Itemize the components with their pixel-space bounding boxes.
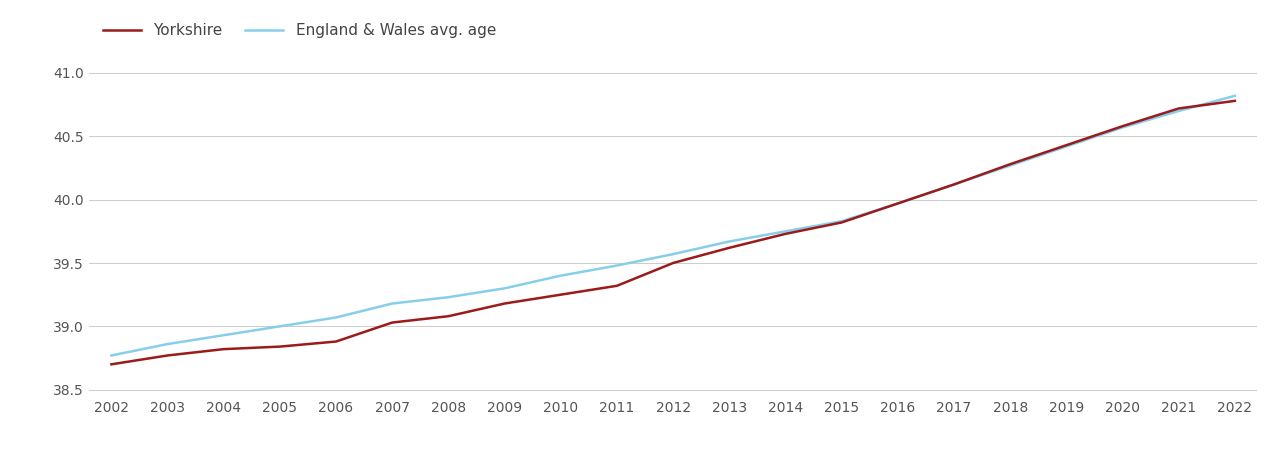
Yorkshire (1171, 106, 1186, 111)
Yorkshire (441, 314, 456, 319)
England & Wales avg. age (329, 315, 344, 320)
Yorkshire (610, 283, 625, 288)
Yorkshire (104, 362, 119, 367)
England & Wales avg. age (665, 252, 681, 257)
Yorkshire (497, 301, 512, 306)
Yorkshire (890, 201, 906, 206)
England & Wales avg. age (104, 353, 119, 358)
Yorkshire (665, 260, 681, 265)
Yorkshire (721, 245, 737, 251)
Yorkshire (946, 182, 961, 187)
England & Wales avg. age (272, 324, 287, 329)
Yorkshire (1227, 98, 1242, 104)
Yorkshire (834, 220, 850, 225)
England & Wales avg. age (946, 182, 961, 187)
Yorkshire (160, 353, 175, 358)
England & Wales avg. age (554, 273, 569, 279)
Yorkshire (1115, 123, 1130, 129)
Yorkshire (1002, 162, 1017, 167)
Yorkshire (329, 339, 344, 344)
England & Wales avg. age (1059, 144, 1074, 149)
Line: Yorkshire: Yorkshire (112, 101, 1234, 365)
Yorkshire (1059, 143, 1074, 148)
England & Wales avg. age (1227, 93, 1242, 99)
Yorkshire (272, 344, 287, 349)
Legend: Yorkshire, England & Wales avg. age: Yorkshire, England & Wales avg. age (97, 17, 502, 45)
England & Wales avg. age (610, 263, 625, 268)
England & Wales avg. age (1115, 125, 1130, 130)
England & Wales avg. age (777, 229, 792, 234)
England & Wales avg. age (1171, 108, 1186, 114)
England & Wales avg. age (441, 294, 456, 300)
Yorkshire (216, 346, 231, 352)
Yorkshire (777, 231, 792, 237)
Line: England & Wales avg. age: England & Wales avg. age (112, 96, 1234, 356)
England & Wales avg. age (890, 201, 906, 206)
England & Wales avg. age (834, 219, 850, 224)
Yorkshire (554, 292, 569, 297)
England & Wales avg. age (721, 239, 737, 244)
England & Wales avg. age (1002, 163, 1017, 168)
England & Wales avg. age (497, 286, 512, 291)
England & Wales avg. age (385, 301, 400, 306)
England & Wales avg. age (160, 342, 175, 347)
Yorkshire (385, 320, 400, 325)
England & Wales avg. age (216, 333, 231, 338)
